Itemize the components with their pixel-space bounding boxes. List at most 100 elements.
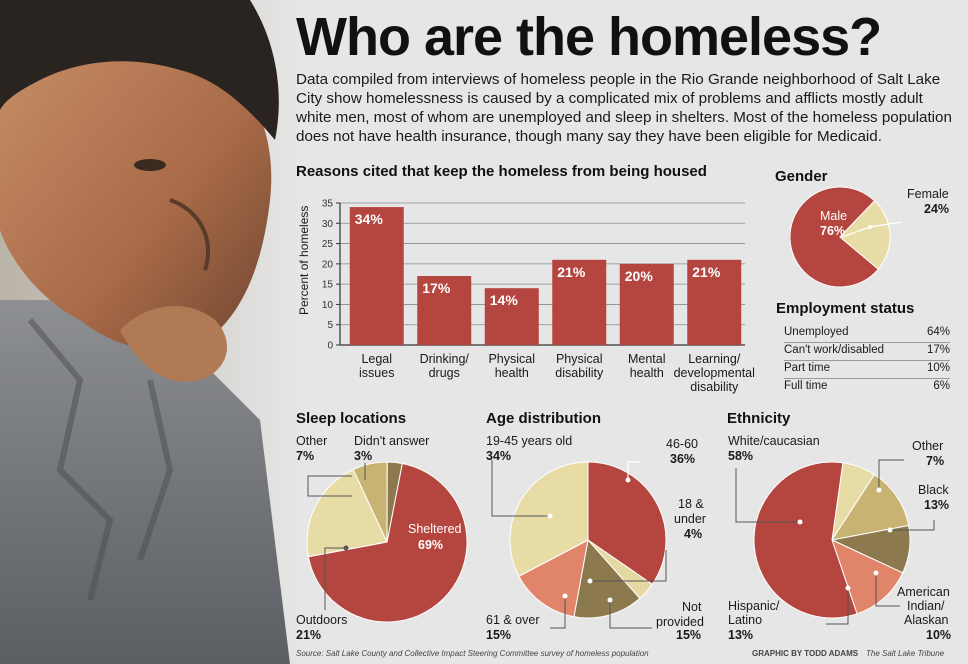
age-not-provided-label-1: Not [682,600,702,614]
ethnicity-black-value: 13% [924,498,949,512]
bar [687,259,742,345]
age-61-over-value: 15% [486,628,511,642]
ethnicity-pie-slice [753,461,858,619]
sleep-pie-chart: Other 7% Didn't answer 3% Sheltered 69% … [296,434,468,642]
page-title: Who are the homeless? [296,7,882,67]
bar-y-tick-label: 5 [327,320,333,331]
age-19-45-label: 19-45 years old [486,434,572,448]
bar-value-label: 21% [557,264,586,280]
age-18-under-label-1: 18 & [678,497,704,511]
bar-y-tick-label: 35 [322,199,334,210]
source-note: Source: Salt Lake County and Collective … [296,649,649,658]
bar-category-label: Mental health [628,352,666,380]
publisher-credit: The Salt Lake Tribune [866,649,945,658]
age-18-under-label-2: under [674,512,706,526]
employment-row: Part time 10% [784,360,950,379]
ethnicity-hispanic-value: 13% [728,628,753,642]
ethnicity-pie-slice [831,539,904,615]
ethnicity-american-indian-label-1: American [897,585,950,599]
bar-y-tick-label: 30 [322,219,334,230]
bar-category-label: Learning/developmental disability [674,352,755,394]
sleep-other-label: Other [296,434,327,448]
bar [349,207,404,345]
gender-male-label: Male [820,209,847,223]
sleep-title: Sleep locations [296,410,407,427]
employment-value: 17% [926,344,950,356]
intro-text: Data compiled from interviews of homeles… [296,71,952,145]
sleep-didnt-answer-value: 3% [354,449,372,463]
bar [619,263,674,345]
bar-category-label: Physical disability [555,352,604,380]
ethnicity-american-indian-label-2: Indian/ [907,599,945,613]
age-not-provided-value: 15% [676,628,701,642]
sleep-sheltered-label: Sheltered [408,522,462,536]
reasons-bar-chart: 0 5 10 15 20 25 30 35 34% 17% 14% 21% 20% 21% Legal i… [297,199,755,395]
ethnicity-white-label: White/caucasian [728,434,820,448]
ethnicity-white-value: 58% [728,449,753,463]
bar [552,259,607,345]
ethnicity-other-label: Other [912,439,943,453]
employment-value: 64% [926,326,950,338]
employment-label: Can't work/disabled [784,344,884,356]
bar-category-label: Drinking/drugs [420,352,470,380]
sleep-pie-slice [306,468,388,558]
employment-value: 6% [933,380,950,392]
ethnicity-pie-chart: White/caucasian 58% Other 7% Black 13% A… [728,434,951,642]
age-pie-slice [573,538,641,619]
employment-label: Full time [784,380,828,392]
age-pie-slice [518,539,589,618]
employment-row: Unemployed 64% [784,324,950,343]
bar [417,276,472,345]
gender-pie-slice [839,200,891,270]
age-46-60-value: 36% [670,452,695,466]
bar-y-tick-label: 25 [322,239,334,250]
employment-row: Full time 6% [784,378,950,396]
employment-label: Part time [784,362,831,374]
age-pie-slice [509,461,589,577]
age-19-45-value: 34% [486,449,511,463]
gender-male-value: 76% [820,224,845,238]
sleep-other-value: 7% [296,449,314,463]
gender-pie-chart: Male 76% Female 24% [790,186,949,288]
age-pie-chart: 19-45 years old 34% 46-60 36% 18 & under… [486,434,706,642]
bar-y-tick-label: 15 [322,280,334,291]
bar-y-axis-label: Percent of homeless [297,206,311,315]
employment-row: Can't work/disabled 17% [784,342,950,361]
bar-y-tick-label: 10 [322,300,334,311]
age-not-provided-label-2: provided [656,615,704,629]
bar-category-label: Physical health [488,352,535,380]
employment-label: Unemployed [784,326,849,338]
ethnicity-other-value: 7% [926,454,944,468]
gender-female-value: 24% [924,202,949,216]
sleep-outdoors-value: 21% [296,628,321,642]
age-46-60-label: 46-60 [666,437,698,451]
employment-title: Employment status [776,300,915,317]
graphic-credit: GRAPHIC BY TODD ADAMS [752,649,859,658]
ethnicity-hispanic-label-2: Latino [728,613,762,627]
sleep-pie-slice [386,461,403,543]
bar-value-label: 20% [625,268,654,284]
bar-y-tick-label: 20 [322,259,334,270]
ethnicity-title: Ethnicity [727,410,791,427]
homeless-man-photo [0,0,300,664]
sleep-sheltered-value: 69% [418,538,443,552]
gender-pie-slice [790,186,880,288]
age-18-under-value: 4% [684,527,702,541]
bar [484,288,539,345]
ethnicity-american-indian-label-3: Alaskan [904,613,949,627]
ethnicity-hispanic-label-1: Hispanic/ [728,599,780,613]
age-pie-slice [587,461,667,586]
bar-chart-title: Reasons cited that keep the homeless fro… [296,163,707,180]
sleep-pie-slice [307,462,468,623]
bar-value-label: 17% [422,280,451,296]
sleep-didnt-answer-label: Didn't answer [354,434,429,448]
gender-title: Gender [775,168,828,185]
ethnicity-black-label: Black [918,483,949,497]
gender-female-label: Female [907,187,949,201]
age-61-over-label: 61 & over [486,613,540,627]
ethnicity-pie-slice [830,473,910,541]
employment-value: 10% [926,362,950,374]
bar-category-label: Legal issues [359,352,394,380]
age-title: Age distribution [486,410,601,427]
bar-y-tick-label: 0 [327,341,333,352]
